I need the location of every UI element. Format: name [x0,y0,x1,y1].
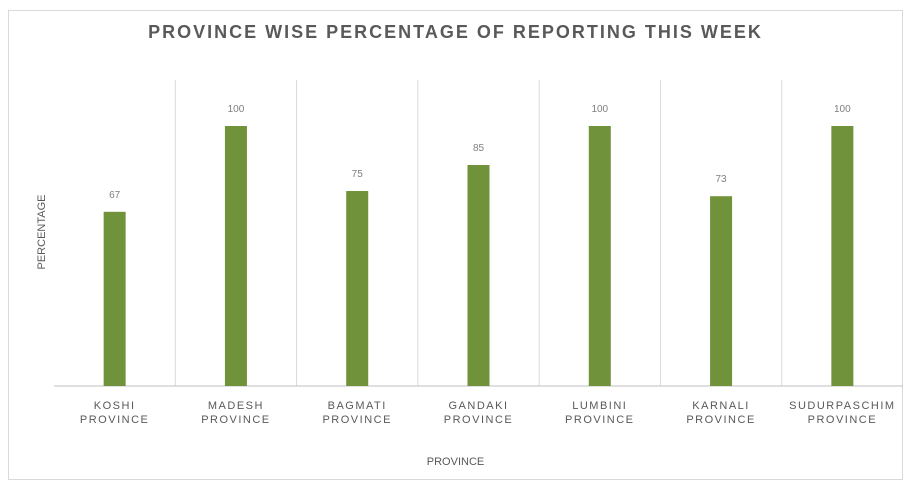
category-label-0-line-1: PROVINCE [80,414,149,426]
category-label-3-line-1: PROVINCE [444,414,513,426]
data-label-4: 100 [591,104,608,115]
data-label-6: 100 [834,104,851,115]
category-label-6-line-0: SUDURPASCHIM [789,400,895,412]
bar-3 [467,165,490,386]
bar-2 [346,191,369,386]
category-label-1-line-1: PROVINCE [201,414,270,426]
bar-6 [831,126,854,386]
bar-5 [710,196,733,386]
category-label-0-line-0: KOSHI [94,400,136,412]
category-label-5-line-0: KARNALI [692,400,750,412]
data-label-0: 67 [109,190,121,201]
category-label-2-line-0: BAGMATI [328,400,387,412]
category-label-2-line-1: PROVINCE [322,414,391,426]
category-label-1-line-0: MADESH [208,400,264,412]
data-label-5: 73 [716,174,728,185]
bar-0 [103,211,126,386]
bar-4 [588,126,611,386]
x-axis-label: PROVINCE [426,456,485,468]
category-label-6-line-1: PROVINCE [808,414,877,426]
chart-frame [8,10,903,480]
data-label-2: 75 [352,169,364,180]
bar-1 [224,126,247,386]
data-label-3: 85 [473,143,485,154]
data-label-1: 100 [228,104,245,115]
category-label-5-line-1: PROVINCE [686,414,755,426]
category-label-4-line-1: PROVINCE [565,414,634,426]
chart-title: PROVINCE WISE PERCENTAGE OF REPORTING TH… [148,22,763,42]
category-label-4-line-0: LUMBINI [572,400,627,412]
category-label-3-line-0: GANDAKI [448,400,508,412]
